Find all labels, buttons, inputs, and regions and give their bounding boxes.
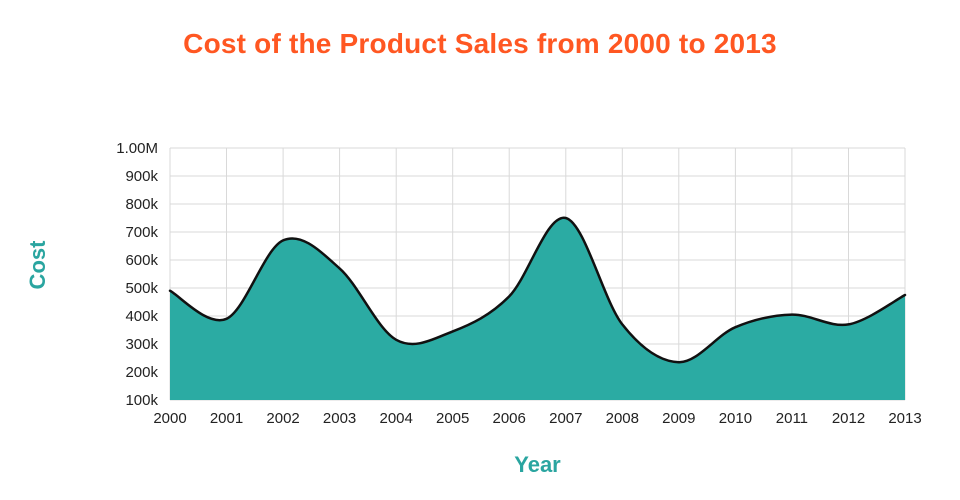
svg-text:2003: 2003 [323,410,356,427]
svg-text:2006: 2006 [493,410,526,427]
svg-text:2011: 2011 [776,410,808,427]
svg-text:2007: 2007 [549,410,582,427]
line-series [168,216,907,364]
x-tick-labels: 2000 2001 2002 2003 2004 2005 2006 2007 2008 2009… [153,410,921,427]
svg-text:2005: 2005 [436,410,469,427]
svg-text:2013: 2013 [888,410,921,427]
svg-text:1.00M: 1.00M [116,140,158,157]
svg-text:2008: 2008 [606,410,639,427]
svg-text:200k: 200k [125,364,158,381]
y-axis-title: Cost [25,240,50,290]
svg-text:700k: 700k [125,224,158,241]
svg-text:2010: 2010 [719,410,752,427]
svg-text:2000: 2000 [153,410,186,427]
area-series [170,217,905,400]
svg-text:2004: 2004 [380,410,413,427]
svg-text:400k: 400k [125,308,158,325]
svg-text:2009: 2009 [662,410,695,427]
svg-text:900k: 900k [125,168,158,185]
svg-text:300k: 300k [125,336,158,353]
y-tick-labels: 100k 200k 300k 400k 500k 600k 700k 800k 900k 1.00… [116,140,158,409]
svg-text:100k: 100k [125,392,158,409]
svg-text:2001: 2001 [210,410,243,427]
svg-text:800k: 800k [125,196,158,213]
svg-text:2012: 2012 [832,410,865,427]
svg-text:2002: 2002 [266,410,299,427]
svg-text:500k: 500k [125,280,158,297]
chart-title: Cost of the Product Sales from 2000 to 2… [183,28,777,59]
x-axis-title: Year [514,452,561,477]
svg-text:600k: 600k [125,252,158,269]
